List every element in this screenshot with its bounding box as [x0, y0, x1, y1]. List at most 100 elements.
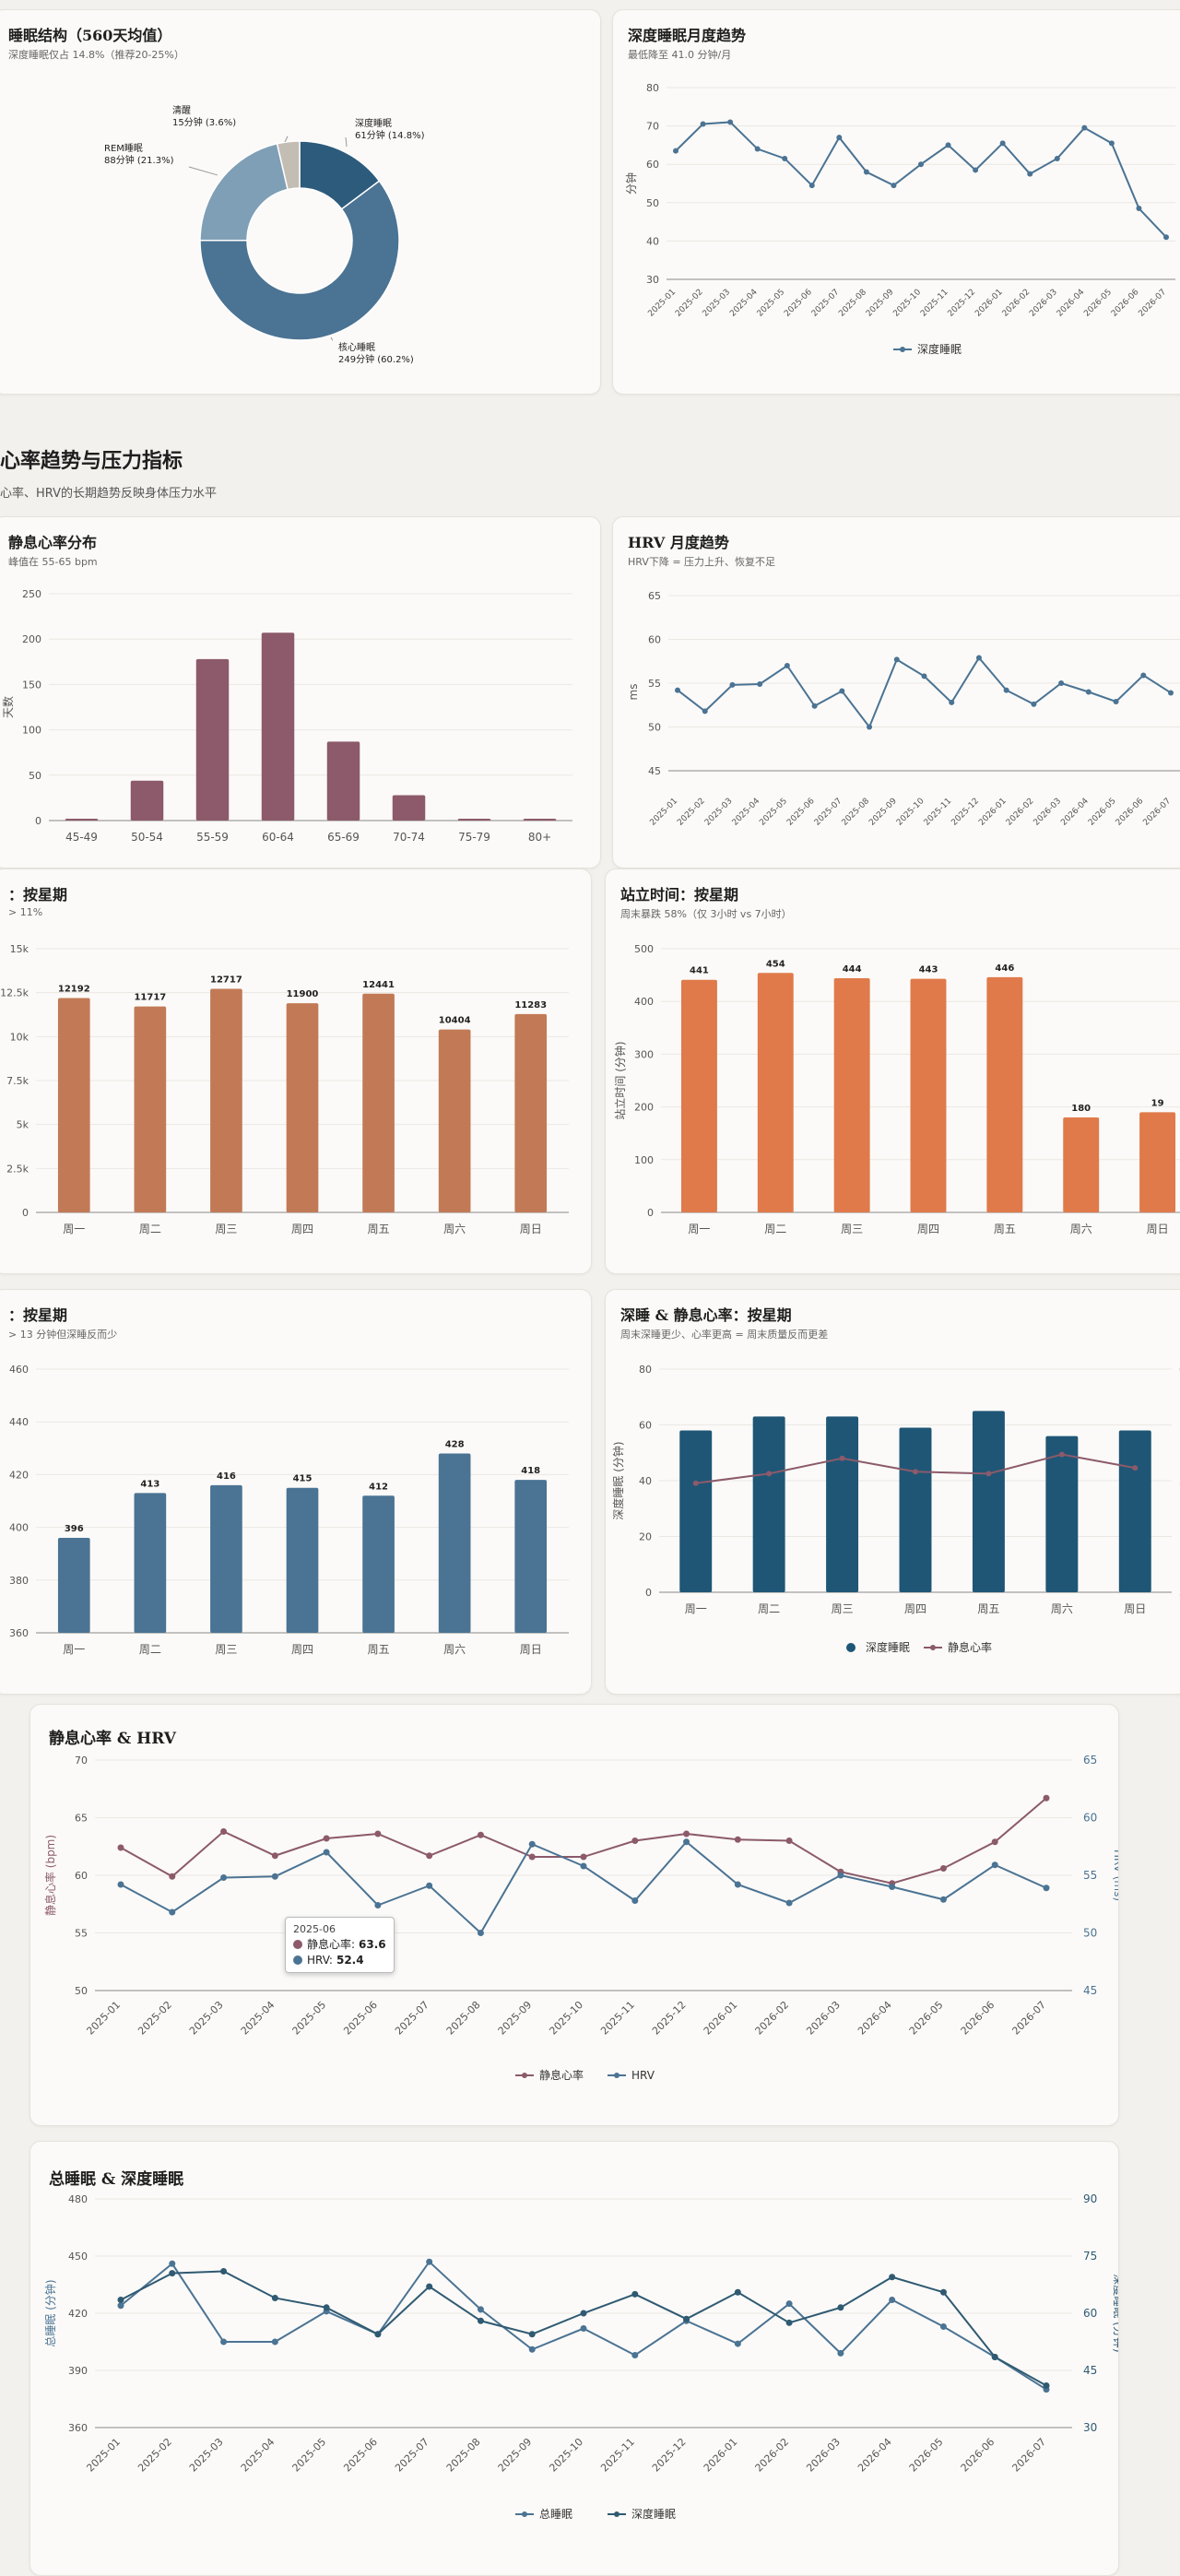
bar	[757, 973, 794, 1212]
y-tick-label: 10k	[10, 1031, 30, 1043]
y-tick-label: 55	[75, 1928, 88, 1940]
data-point	[1163, 234, 1169, 241]
data-point	[782, 155, 788, 161]
data-point	[426, 2258, 433, 2265]
data-point	[757, 680, 763, 687]
data-point	[784, 663, 790, 668]
bar-value-label: 412	[369, 1482, 388, 1492]
x-tick-label: 2026-04	[1056, 288, 1087, 319]
data-point	[785, 2300, 793, 2308]
data-point	[1031, 701, 1037, 707]
chart-title: ：按星期	[8, 886, 68, 904]
y-tick-label: 150	[22, 679, 41, 691]
data-point	[1136, 206, 1142, 212]
bar-value-label: 12441	[362, 980, 395, 990]
y2-tick-label: 75	[1083, 2250, 1097, 2263]
y-axis-title: ms	[627, 684, 640, 701]
data-point	[477, 1831, 484, 1838]
bar	[286, 1487, 319, 1633]
data-point	[973, 167, 979, 173]
x-tick-label: 2026-07	[1137, 288, 1168, 319]
y-tick-label: 390	[68, 2365, 88, 2377]
slice-name-label: 深度睡眠	[355, 117, 392, 129]
data-point	[323, 1835, 330, 1842]
y-tick-label: 100	[634, 1154, 654, 1166]
data-point	[528, 2346, 536, 2353]
data-point	[891, 183, 897, 189]
x-tick-label: 2025-04	[239, 1999, 277, 2038]
bar	[65, 819, 99, 821]
data-point	[169, 2260, 176, 2267]
x-tick-label: 2025-12	[950, 797, 981, 828]
y-tick-label: 360	[9, 1627, 29, 1639]
y-tick-label: 200	[634, 1102, 654, 1114]
slice-name-label: 清醒	[172, 104, 191, 116]
rhr-dist-card: 静息心率分布 峰值在 55-65 bpm 0 50 100 150 200 250 45-4…	[0, 516, 601, 869]
data-point	[999, 140, 1006, 147]
x-tick-label: 周一	[63, 1643, 85, 1656]
y2-axis-title: 深度睡眠 (分钟)	[1112, 2274, 1119, 2352]
y-tick-label: 60	[648, 634, 661, 646]
bar	[514, 1013, 548, 1212]
legend-label: 深度睡眠	[917, 342, 962, 356]
bar-value-label: 443	[919, 965, 938, 975]
data-point	[734, 2340, 741, 2347]
chart-title: 深度睡眠月度趋势	[628, 27, 747, 44]
y2-tick-label: 50	[1083, 1927, 1097, 1940]
x-tick-label: 周五	[977, 1602, 999, 1615]
y-tick-label: 60	[646, 159, 659, 171]
y-tick-label: 250	[22, 588, 41, 600]
bar-value-label: 12717	[210, 975, 242, 986]
data-point	[939, 2322, 947, 2330]
y2-tick-label: 90	[1083, 2192, 1097, 2205]
x-tick-label: 周四	[904, 1602, 926, 1615]
legend-marker	[614, 2073, 620, 2078]
tooltip-hr-row: 静息心率: 63.6	[293, 1937, 386, 1953]
bar	[57, 1538, 90, 1633]
data-point	[631, 1837, 639, 1844]
data-point	[918, 161, 924, 168]
y-tick-label: 15k	[10, 943, 30, 955]
bar	[910, 978, 947, 1212]
x-tick-label: 2025-04	[239, 2436, 277, 2475]
data-point	[729, 681, 736, 688]
chart-tooltip: 2025-06 静息心率: 63.6 HRV: 52.4	[285, 1917, 395, 1973]
y-tick-label: 400	[9, 1522, 29, 1534]
rhr-dist-chart: 0 50 100 150 200 250 45-49 50-54 55-59 60-64 65-69…	[1, 588, 572, 844]
y-tick-label: 70	[646, 121, 659, 133]
bar-value-label: 416	[217, 1471, 236, 1482]
chart-title: 静息心率 & HRV	[49, 1730, 176, 1748]
data-point	[580, 2310, 587, 2317]
hrv-monthly-chart: 45505560652025-012025-022025-032025-0420…	[627, 590, 1180, 828]
y-tick-label: 45	[648, 765, 661, 777]
steps-weekday-card: ：按星期 > 11% 0 2.5k 5k 7.5k 10k 12.5k 15k 12192 11…	[0, 869, 592, 1274]
steps-weekday-chart: 0 2.5k 5k 7.5k 10k 12.5k 15k 12192 11717 12717 119…	[0, 943, 569, 1235]
total-deep-chart: 360 390 420 450 480 30 45 60 75 90 2025-01 2025-02 2…	[43, 2192, 1119, 2521]
bar-value-label: 413	[140, 1479, 159, 1489]
bar	[210, 1484, 242, 1633]
y-tick-label: 30	[646, 274, 659, 286]
chart-subtitle: 深度睡眠仅占 14.8%（推荐20-25%）	[8, 49, 184, 61]
x-tick-label: 2026-04	[1059, 797, 1091, 828]
y-tick-label: 2.5k	[6, 1163, 29, 1175]
sleep-weekday-chart: 360 380 400 420 440 460 396 413 416 415 412 428 418 周…	[9, 1364, 569, 1656]
bar	[130, 780, 164, 821]
data-point	[939, 2288, 947, 2296]
y-tick-label: 55	[648, 678, 661, 690]
bar	[1139, 1112, 1176, 1212]
x-tick-label: 周四	[291, 1223, 313, 1235]
data-point	[1168, 690, 1174, 696]
x-tick-label: 2026-04	[856, 2436, 894, 2475]
deep-monthly-chart: 30 40 50 60 70 80 2025-012025-022025-032025-04…	[624, 82, 1175, 356]
chart-subtitle: > 11%	[8, 906, 43, 918]
data-point	[271, 1852, 278, 1860]
bar	[134, 1006, 167, 1212]
data-point	[117, 2302, 124, 2310]
data-point	[893, 656, 900, 663]
x-tick-label: 2025-06	[341, 1999, 380, 2038]
x-tick-label: 周日	[520, 1643, 542, 1656]
slice-value-label: 15分钟 (3.6%)	[172, 116, 236, 128]
data-point	[867, 724, 873, 730]
data-point	[889, 1884, 896, 1890]
x-tick-label: 周三	[841, 1223, 863, 1235]
